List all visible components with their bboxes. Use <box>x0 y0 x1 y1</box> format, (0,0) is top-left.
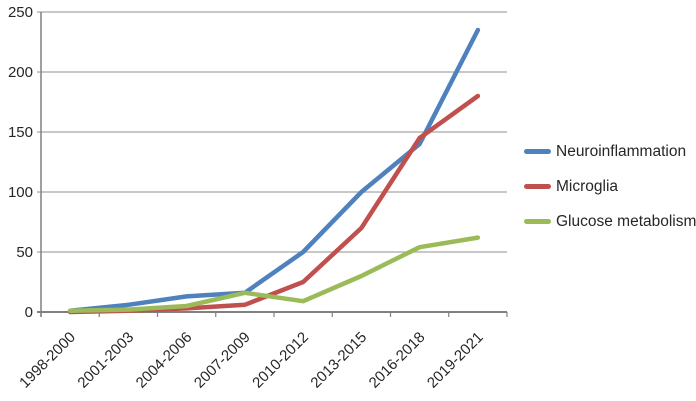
y-tick-label: 100 <box>8 184 33 201</box>
x-tick-label: 2004-2006 <box>133 329 196 392</box>
y-tick-label: 50 <box>16 244 33 261</box>
x-tick-label: 2019-2021 <box>424 329 487 392</box>
legend-marker-line-icon <box>524 149 551 154</box>
legend-label: Microglia <box>556 178 619 195</box>
y-tick-label: 0 <box>25 304 33 321</box>
series-line-glucose-metabolism <box>67 235 481 314</box>
legend-item-microglia: Microglia <box>524 176 696 197</box>
x-tick-label: 2013-2015 <box>307 329 370 392</box>
x-tick-label: 1998-2000 <box>16 329 79 392</box>
legend-label: Neuroinflammation <box>556 143 687 160</box>
y-tick-label: 150 <box>8 124 33 141</box>
y-tick-label: 250 <box>8 4 33 21</box>
legend-item-neuroinflammation: Neuroinflammation <box>524 141 696 162</box>
x-tick-label: 2016-2018 <box>366 329 429 392</box>
x-tick-label: 2001-2003 <box>74 329 137 392</box>
x-tick-label: 2010-2012 <box>249 329 312 392</box>
legend-marker-line-icon <box>524 184 551 189</box>
legend-label: Glucose metabolism <box>556 213 696 230</box>
series-line-microglia <box>67 93 481 315</box>
legend-item-glucose-metabolism: Glucose metabolism <box>524 211 696 232</box>
y-tick-label: 200 <box>8 64 33 81</box>
legend-marker-line-icon <box>524 219 551 224</box>
chart-legend: Neuroinflammation Microglia Glucose meta… <box>524 141 696 232</box>
x-tick-label: 2007-2009 <box>191 329 254 392</box>
